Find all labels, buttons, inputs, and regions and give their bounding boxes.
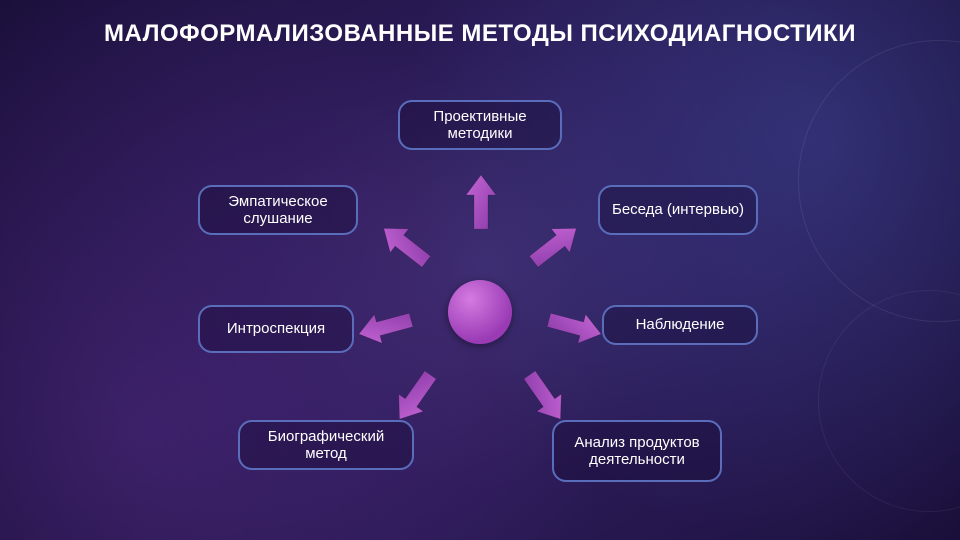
arrow-ur (524, 217, 585, 274)
node-ur: Беседа (интервью) (598, 185, 758, 235)
node-ul: Эмпатическое слушание (198, 185, 358, 235)
node-ll: Биографический метод (238, 420, 414, 470)
node-top: Проективные методики (398, 100, 562, 150)
arrow-r (545, 306, 605, 349)
node-l: Интроспекция (198, 305, 354, 353)
arrow-lr (517, 366, 573, 427)
radial-diagram: Проективные методики Беседа (интервью) Наб… (0, 70, 960, 540)
arrow-ll (387, 366, 443, 427)
node-r: Наблюдение (602, 305, 758, 345)
slide-title: МАЛОФОРМАЛИЗОВАННЫЕ МЕТОДЫ ПСИХОДИАГНОСТ… (0, 20, 960, 48)
slide: МАЛОФОРМАЛИЗОВАННЫЕ МЕТОДЫ ПСИХОДИАГНОСТ… (0, 0, 960, 540)
arrow-l (355, 306, 415, 349)
node-lr: Анализ продуктов деятельности (552, 420, 722, 482)
arrow-top (466, 175, 496, 229)
center-circle (448, 280, 512, 344)
arrow-ul (374, 217, 435, 274)
